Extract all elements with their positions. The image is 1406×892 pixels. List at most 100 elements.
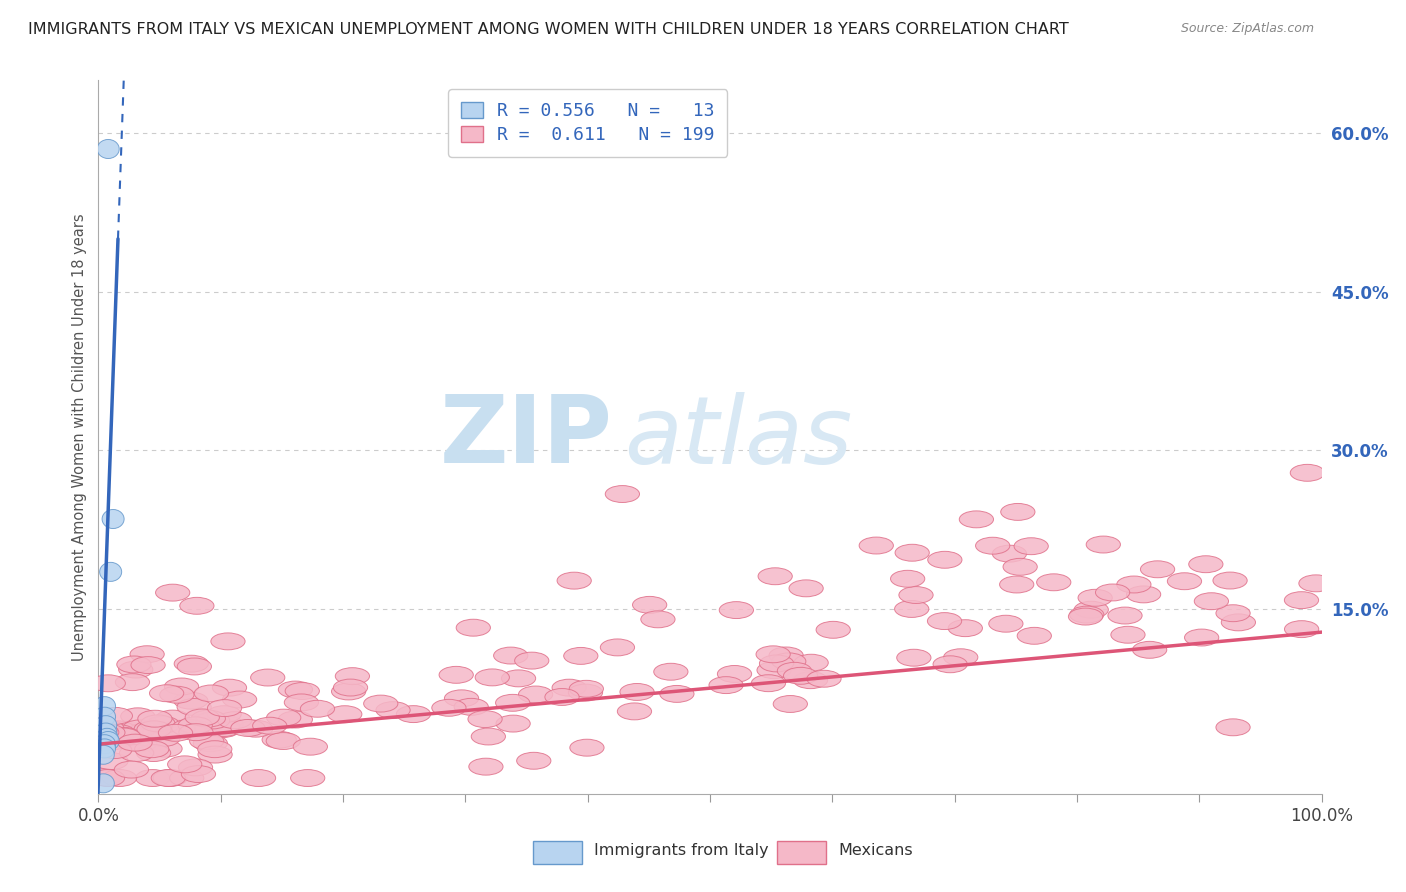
Ellipse shape — [266, 732, 301, 749]
Ellipse shape — [107, 727, 141, 744]
Text: Mexicans: Mexicans — [838, 844, 912, 858]
Text: atlas: atlas — [624, 392, 852, 483]
Ellipse shape — [519, 686, 553, 703]
Ellipse shape — [988, 615, 1024, 632]
Ellipse shape — [1014, 538, 1049, 555]
Ellipse shape — [1095, 584, 1130, 601]
Ellipse shape — [475, 669, 509, 686]
Ellipse shape — [432, 699, 465, 716]
Ellipse shape — [97, 731, 120, 750]
Ellipse shape — [496, 715, 530, 732]
Ellipse shape — [98, 707, 132, 724]
Ellipse shape — [1074, 601, 1108, 618]
Text: ZIP: ZIP — [439, 391, 612, 483]
Ellipse shape — [896, 544, 929, 561]
Ellipse shape — [285, 682, 319, 699]
Ellipse shape — [180, 598, 214, 615]
Ellipse shape — [620, 683, 654, 700]
Ellipse shape — [943, 648, 977, 665]
Ellipse shape — [553, 679, 586, 696]
Ellipse shape — [93, 745, 114, 764]
Ellipse shape — [159, 724, 193, 741]
Ellipse shape — [783, 667, 818, 684]
Ellipse shape — [1108, 607, 1142, 624]
Ellipse shape — [153, 770, 187, 787]
Text: Source: ZipAtlas.com: Source: ZipAtlas.com — [1181, 22, 1315, 36]
Ellipse shape — [375, 702, 411, 719]
Ellipse shape — [108, 723, 143, 740]
Ellipse shape — [242, 770, 276, 787]
Ellipse shape — [332, 683, 366, 700]
Ellipse shape — [1078, 590, 1112, 607]
Ellipse shape — [84, 724, 120, 741]
Text: Immigrants from Italy: Immigrants from Italy — [593, 844, 769, 858]
Ellipse shape — [278, 711, 312, 728]
Ellipse shape — [605, 485, 640, 502]
Ellipse shape — [160, 686, 194, 703]
Ellipse shape — [115, 673, 149, 690]
Ellipse shape — [120, 745, 153, 762]
Ellipse shape — [976, 537, 1010, 554]
Ellipse shape — [301, 700, 335, 717]
Ellipse shape — [1284, 591, 1319, 608]
Ellipse shape — [444, 690, 478, 706]
Ellipse shape — [546, 689, 579, 706]
Ellipse shape — [267, 709, 301, 726]
Y-axis label: Unemployment Among Women with Children Under 18 years: Unemployment Among Women with Children U… — [72, 213, 87, 661]
Ellipse shape — [121, 708, 155, 725]
Ellipse shape — [190, 732, 224, 749]
Ellipse shape — [231, 720, 266, 737]
Ellipse shape — [93, 733, 128, 750]
Ellipse shape — [136, 745, 170, 762]
Ellipse shape — [516, 752, 551, 769]
Ellipse shape — [83, 722, 117, 739]
Ellipse shape — [209, 715, 243, 732]
Ellipse shape — [194, 685, 229, 702]
Ellipse shape — [179, 759, 212, 776]
Ellipse shape — [93, 773, 114, 793]
Ellipse shape — [103, 509, 124, 529]
Ellipse shape — [1000, 576, 1033, 593]
Ellipse shape — [1070, 607, 1104, 624]
Ellipse shape — [1140, 561, 1174, 578]
Ellipse shape — [890, 570, 925, 587]
Ellipse shape — [118, 734, 152, 751]
Ellipse shape — [1213, 572, 1247, 589]
Ellipse shape — [396, 706, 430, 723]
Ellipse shape — [789, 580, 824, 597]
Ellipse shape — [756, 662, 792, 679]
Ellipse shape — [1194, 593, 1229, 609]
Ellipse shape — [135, 721, 169, 738]
Ellipse shape — [193, 735, 228, 752]
Ellipse shape — [94, 715, 117, 735]
Legend: R = 0.556   N =   13, R =  0.611   N = 199: R = 0.556 N = 13, R = 0.611 N = 199 — [449, 89, 727, 156]
Ellipse shape — [160, 720, 195, 737]
Ellipse shape — [91, 675, 125, 691]
Ellipse shape — [87, 769, 121, 786]
Ellipse shape — [894, 600, 929, 617]
Ellipse shape — [793, 672, 828, 689]
Ellipse shape — [709, 677, 744, 694]
Ellipse shape — [859, 537, 893, 554]
Ellipse shape — [515, 652, 548, 669]
Ellipse shape — [439, 666, 474, 683]
Ellipse shape — [186, 709, 219, 726]
Ellipse shape — [1188, 556, 1223, 573]
Ellipse shape — [97, 741, 132, 758]
Ellipse shape — [568, 684, 603, 701]
Ellipse shape — [195, 712, 229, 729]
Ellipse shape — [454, 698, 488, 715]
Ellipse shape — [654, 664, 688, 681]
Ellipse shape — [179, 720, 212, 737]
Ellipse shape — [1087, 536, 1121, 553]
Ellipse shape — [1291, 465, 1324, 482]
Ellipse shape — [91, 724, 125, 741]
Ellipse shape — [278, 681, 312, 698]
Ellipse shape — [769, 647, 803, 664]
Ellipse shape — [759, 655, 793, 672]
Ellipse shape — [897, 649, 931, 666]
Ellipse shape — [557, 572, 592, 589]
Ellipse shape — [328, 706, 361, 723]
Ellipse shape — [96, 729, 118, 747]
Ellipse shape — [177, 698, 211, 715]
